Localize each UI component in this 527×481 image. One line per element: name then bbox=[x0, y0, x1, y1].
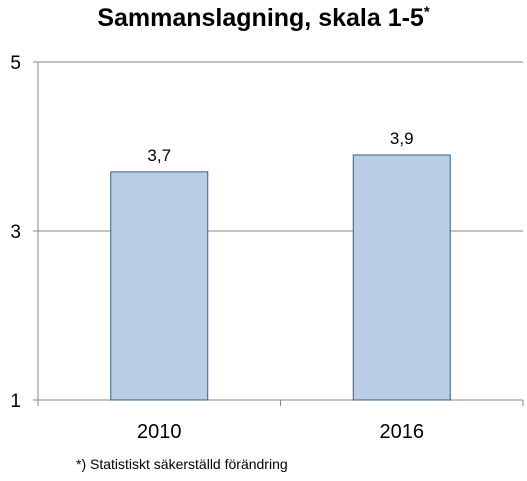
chart-title-marker: * bbox=[423, 3, 430, 21]
y-tick-label: 3 bbox=[10, 222, 21, 243]
x-tick-label: 2010 bbox=[137, 421, 182, 443]
y-tick-label: 5 bbox=[10, 53, 21, 74]
footnote: *) Statistiskt säkerställd förändring bbox=[76, 456, 288, 472]
bar-2010 bbox=[110, 171, 209, 401]
chart-title: Sammanslagning, skala 1-5* bbox=[0, 4, 527, 33]
data-label: 3,9 bbox=[390, 129, 414, 148]
chart-title-text: Sammanslagning, skala 1-5 bbox=[97, 4, 424, 32]
labels: 1 3 5 3,7 2010 3,9 2016 bbox=[10, 53, 424, 443]
bar-2016 bbox=[352, 154, 451, 401]
x-tick-label: 2016 bbox=[380, 421, 425, 443]
y-tick-label: 1 bbox=[10, 391, 21, 412]
data-label: 3,7 bbox=[147, 146, 171, 165]
bars bbox=[110, 154, 451, 401]
